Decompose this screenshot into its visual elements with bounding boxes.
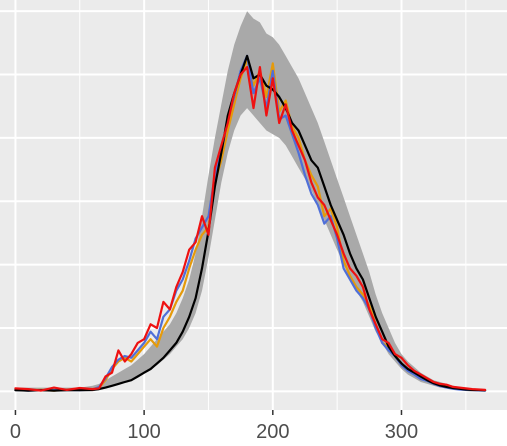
x-tick-label-2: 200	[256, 421, 289, 443]
x-tick-label-3: 300	[385, 421, 418, 443]
x-tick-label-0: 0	[10, 421, 21, 443]
x-axis: 0 100 200 300	[10, 410, 418, 443]
series-line-2	[14, 54, 487, 392]
series-line-3	[14, 66, 487, 392]
series-lines	[14, 54, 487, 392]
x-tick-label-1: 100	[127, 421, 160, 443]
